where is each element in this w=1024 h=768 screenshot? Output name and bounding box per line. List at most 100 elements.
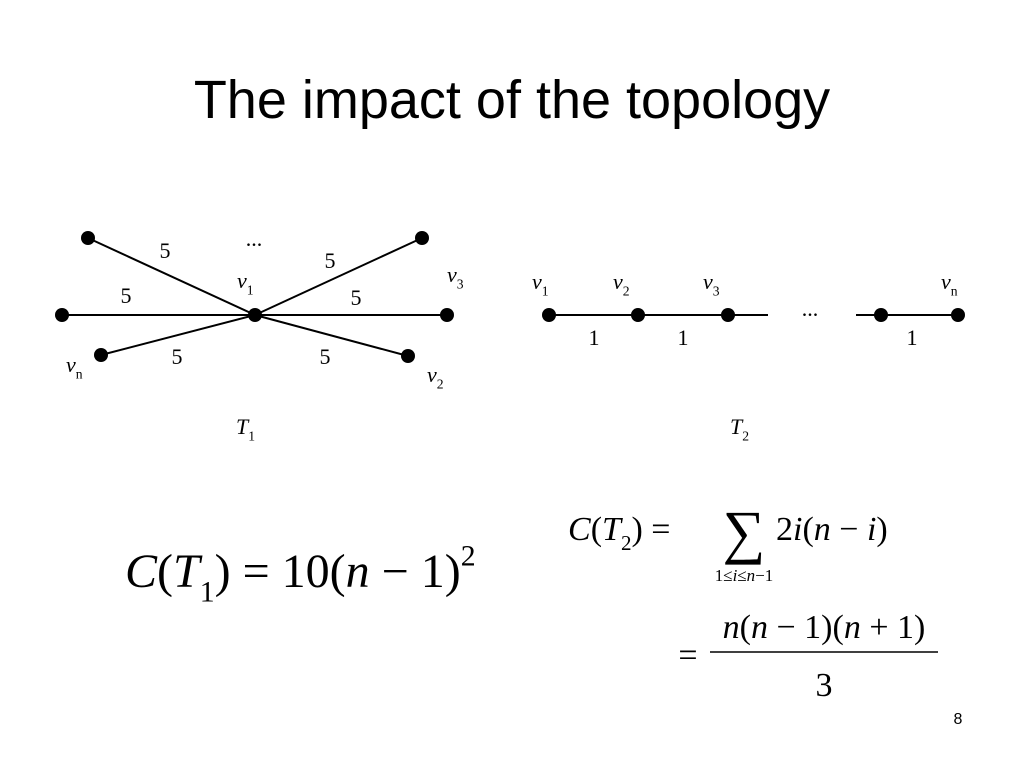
node — [248, 308, 262, 322]
formula-part: n — [747, 566, 756, 585]
formula-part: v — [703, 269, 713, 294]
formula-part: n — [346, 545, 370, 598]
node-label: v3 — [447, 262, 464, 292]
edge-weight: 1 — [589, 325, 600, 350]
formula-part: v — [427, 362, 437, 387]
formula-part: ( — [740, 609, 751, 646]
slide-title: The impact of the topology — [194, 70, 830, 130]
formula-part: − 1) — [370, 545, 461, 598]
node-label: v2 — [613, 269, 630, 299]
formula-part: n — [844, 609, 861, 646]
node-label: v1 — [532, 269, 549, 299]
ellipsis: ... — [802, 296, 819, 321]
formula-part: 2 — [621, 531, 632, 555]
t2-nodes — [542, 308, 965, 322]
node — [55, 308, 69, 322]
formula: 1≤i≤n−1 — [715, 566, 774, 585]
formula-part: − — [831, 511, 867, 548]
formula: 3 — [816, 667, 833, 704]
formula: 2i(n − i) — [776, 511, 888, 548]
formula-part: ) = 10( — [215, 545, 346, 598]
edge-weight: 1 — [678, 325, 689, 350]
formula-part: ( — [591, 511, 602, 548]
node — [401, 349, 415, 363]
formula-part: ) = — [631, 511, 670, 548]
formula-part: n — [76, 367, 83, 382]
edge-weight: 5 — [172, 344, 183, 369]
edge-weight: 5 — [325, 248, 336, 273]
formula-part: ( — [802, 511, 813, 548]
formula-part: v — [941, 269, 951, 294]
sum-sign: ∑ — [723, 499, 766, 565]
formula-part: T — [173, 545, 203, 598]
formula-part: 2 — [742, 429, 749, 444]
formula-part: T — [602, 511, 623, 548]
formula-part: ) — [876, 511, 887, 548]
node-label: v1 — [237, 268, 254, 298]
formula-part: 1 — [247, 283, 254, 298]
formula-part: ≤ — [737, 566, 746, 585]
formula: = — [678, 637, 697, 674]
node-label: vn — [66, 352, 83, 382]
formula-part: v — [66, 352, 76, 377]
formula: n(n − 1)(n + 1) — [723, 609, 926, 646]
edge-weight: 5 — [160, 238, 171, 263]
node — [542, 308, 556, 322]
formula-part: v — [237, 268, 247, 293]
edge-weight: 5 — [351, 285, 362, 310]
formula-part: + 1) — [861, 609, 926, 646]
ellipsis: ... — [246, 226, 263, 251]
edge — [254, 314, 409, 357]
page-number: 8 — [954, 711, 963, 728]
formula-part: 2 — [623, 284, 630, 299]
node — [81, 231, 95, 245]
node-label: vn — [941, 269, 958, 299]
formula-part: n — [814, 511, 831, 548]
formula-part: n — [951, 284, 958, 299]
formula-part: n — [723, 609, 740, 646]
formula-part: T — [236, 414, 250, 439]
formula-part: i — [867, 511, 876, 548]
t1-nodes — [55, 231, 454, 363]
node — [631, 308, 645, 322]
formula-part: i — [733, 566, 738, 585]
formula-part: 3 — [457, 277, 464, 292]
formula-part: 1 — [542, 284, 549, 299]
node-label: v3 — [703, 269, 720, 299]
formula-part: 3 — [713, 284, 720, 299]
formula-part: − 1)( — [768, 609, 844, 646]
formula-part: ( — [157, 545, 173, 598]
edge-weight: 1 — [907, 325, 918, 350]
formula-part: 2 — [776, 511, 793, 548]
formula-part: 2 — [461, 539, 476, 572]
node — [951, 308, 965, 322]
formula-part: 2 — [437, 377, 444, 392]
t1-edges — [62, 237, 447, 357]
node — [721, 308, 735, 322]
edge — [87, 237, 256, 316]
formula-part: C — [568, 511, 591, 548]
formula-part: 1≤ — [715, 566, 733, 585]
node — [94, 348, 108, 362]
formula-part: 1 — [248, 429, 255, 444]
formula-part: C — [125, 545, 158, 598]
edge-weight: 5 — [121, 283, 132, 308]
formula-part: v — [613, 269, 623, 294]
formula-part: v — [532, 269, 542, 294]
edge-weight: 5 — [320, 344, 331, 369]
formula-part: v — [447, 262, 457, 287]
tree-name: T2 — [730, 414, 749, 444]
tree-name: T1 — [236, 414, 255, 444]
edge — [100, 314, 256, 356]
formula-part: T — [730, 414, 744, 439]
node-label: v2 — [427, 362, 444, 392]
node — [440, 308, 454, 322]
formula-part: −1 — [755, 566, 773, 585]
formula-part: n — [751, 609, 768, 646]
edge — [254, 237, 423, 316]
node — [874, 308, 888, 322]
node — [415, 231, 429, 245]
formula: C(T2) = — [568, 511, 670, 555]
